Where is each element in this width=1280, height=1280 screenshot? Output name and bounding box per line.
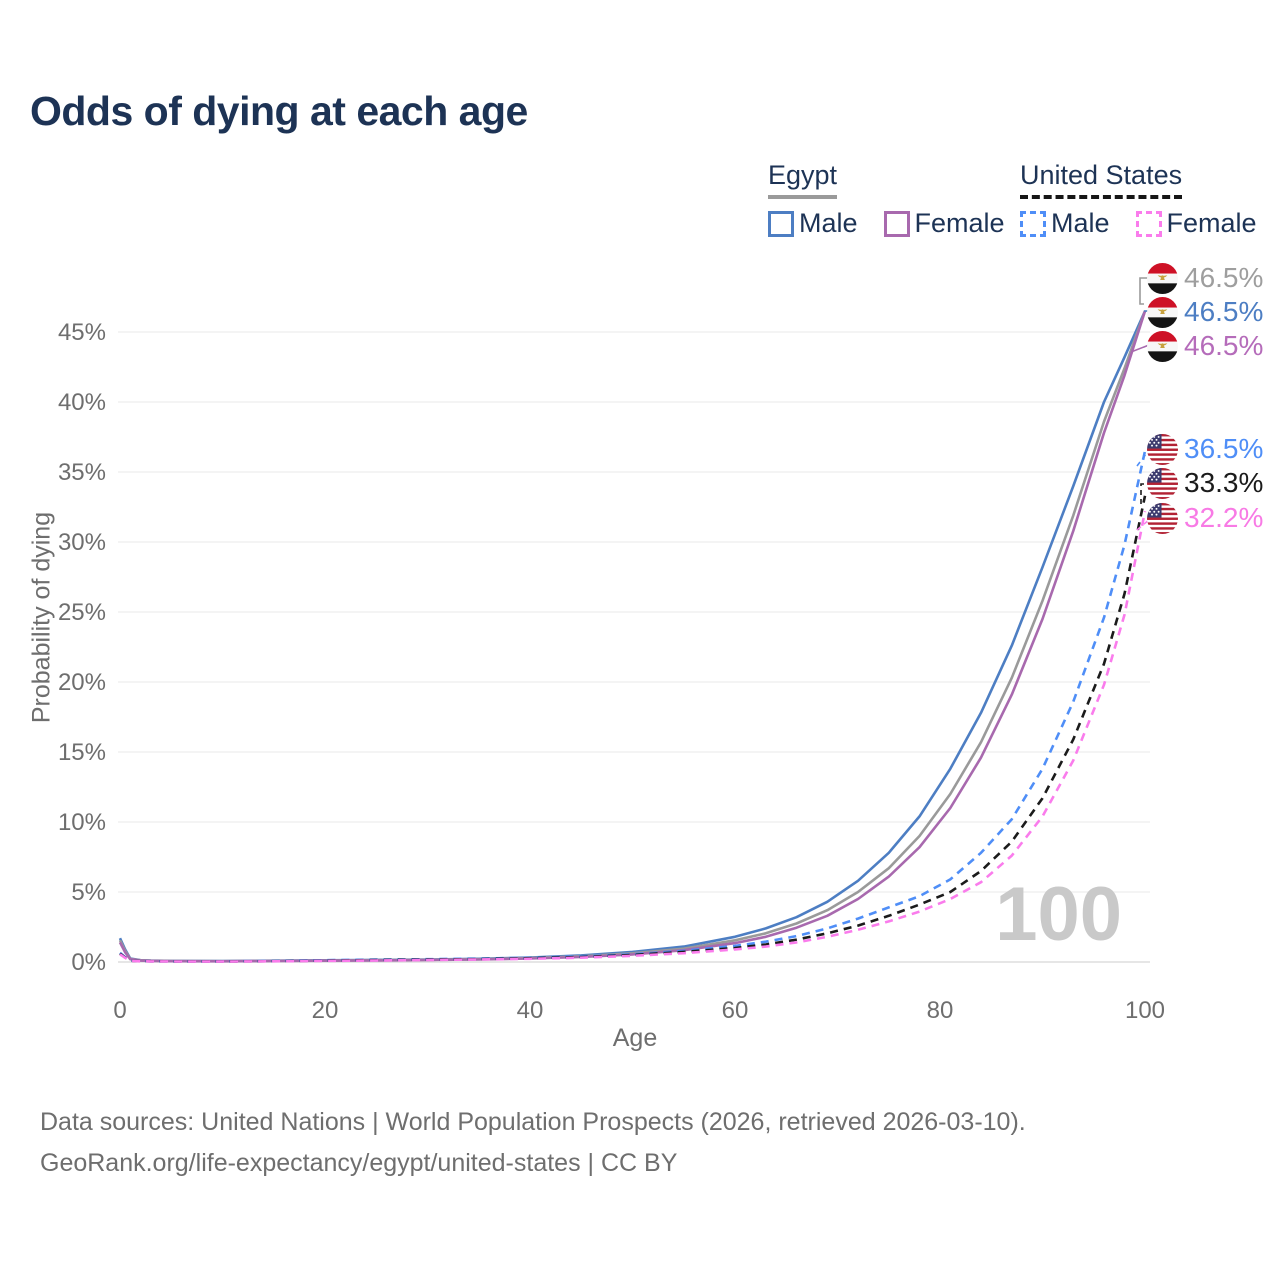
x-tick-label: 20: [312, 997, 339, 1024]
x-tick-label: 40: [517, 997, 544, 1024]
legend-item-us-male[interactable]: Male: [1020, 208, 1110, 239]
y-tick-label: 0%: [71, 949, 106, 976]
x-tick-label: 80: [927, 997, 954, 1024]
end-value-egypt-male: 46.5%: [1184, 296, 1264, 327]
us-male-swatch-icon: [1020, 210, 1046, 237]
data-sources-note: Data sources: United Nations | World Pop…: [40, 1108, 1026, 1136]
legend-item-egypt-female[interactable]: Female: [883, 208, 1005, 239]
y-tick-label: 25%: [58, 599, 106, 626]
legend-label-egypt-male: Male: [799, 208, 858, 238]
x-tick-label: 0: [113, 997, 126, 1024]
legend-title-egypt[interactable]: Egypt: [768, 160, 838, 199]
egypt-male-swatch-icon: [768, 210, 794, 237]
end-label-leader-line: [1136, 449, 1150, 467]
legend-group-egypt: Egypt Male Female: [768, 160, 1031, 239]
legend-title-united-states[interactable]: United States: [1020, 160, 1183, 199]
end-value-us-total: 33.3%: [1184, 467, 1264, 498]
end-label-us-total: 33.3%: [1147, 466, 1263, 500]
end-label-leader-line: [1136, 518, 1151, 531]
egypt-flag-icon: [1147, 296, 1178, 328]
us-flag-icon: [1147, 502, 1178, 534]
us-flag-icon: [1147, 467, 1178, 499]
attribution-note: GeoRank.org/life-expectancy/egypt/united…: [40, 1149, 678, 1177]
legend-item-us-female[interactable]: Female: [1135, 208, 1257, 239]
end-value-us-male: 36.5%: [1184, 433, 1264, 464]
end-label-leader-line: [1139, 277, 1149, 305]
y-tick-label: 30%: [58, 529, 106, 556]
series-curve-egypt_total[interactable]: [118, 310, 1147, 963]
legend-item-egypt-male[interactable]: Male: [768, 208, 858, 239]
x-axis-title: Age: [612, 1024, 658, 1052]
series-curve-egypt_male[interactable]: [118, 310, 1147, 963]
y-tick-label: 35%: [58, 459, 106, 486]
end-label-egypt-male: 46.5%: [1147, 295, 1263, 329]
end-label-us-male: 36.5%: [1147, 432, 1263, 466]
legend-label-us-female: Female: [1166, 208, 1257, 238]
us-flag-icon: [1147, 433, 1178, 465]
legend-items-united-states: Male Female: [1020, 208, 1280, 239]
end-label-us-female: 32.2%: [1147, 501, 1263, 535]
egypt-flag-icon: [1147, 262, 1178, 294]
legend-items-egypt: Male Female: [768, 208, 1031, 239]
legend-group-united-states: United States Male Female: [1020, 160, 1280, 239]
series-curve-us_female[interactable]: [119, 510, 1147, 963]
y-tick-label: 45%: [58, 319, 106, 346]
y-tick-label: 10%: [58, 809, 106, 836]
y-axis-title: Probability of dying: [27, 511, 56, 724]
end-value-us-female: 32.2%: [1184, 502, 1264, 533]
end-label-egypt-total: 46.5%: [1147, 261, 1263, 295]
end-value-egypt-total: 46.5%: [1184, 262, 1264, 293]
end-value-egypt-female: 46.5%: [1184, 330, 1264, 361]
y-tick-label: 40%: [58, 389, 106, 416]
end-label-egypt-female: 46.5%: [1147, 329, 1263, 363]
end-label-leader-line: [1140, 483, 1151, 504]
end-label-leader-line: [1130, 344, 1150, 353]
age-hover-watermark: 100: [995, 872, 1122, 957]
page-title: Odds of dying at each age: [30, 88, 528, 134]
egypt-flag-icon: [1147, 330, 1178, 362]
series-curve-us_male[interactable]: [119, 450, 1147, 963]
legend-label-egypt-female: Female: [914, 208, 1005, 238]
y-tick-label: 20%: [58, 669, 106, 696]
y-tick-label: 15%: [58, 739, 106, 766]
series-curve-egypt_female[interactable]: [118, 310, 1147, 963]
egypt-female-swatch-icon: [883, 210, 910, 237]
x-tick-label: 60: [722, 997, 749, 1024]
us-female-swatch-icon: [1135, 210, 1162, 237]
legend-label-us-male: Male: [1051, 208, 1110, 238]
y-tick-label: 5%: [71, 879, 106, 906]
x-tick-label: 100: [1125, 997, 1165, 1024]
